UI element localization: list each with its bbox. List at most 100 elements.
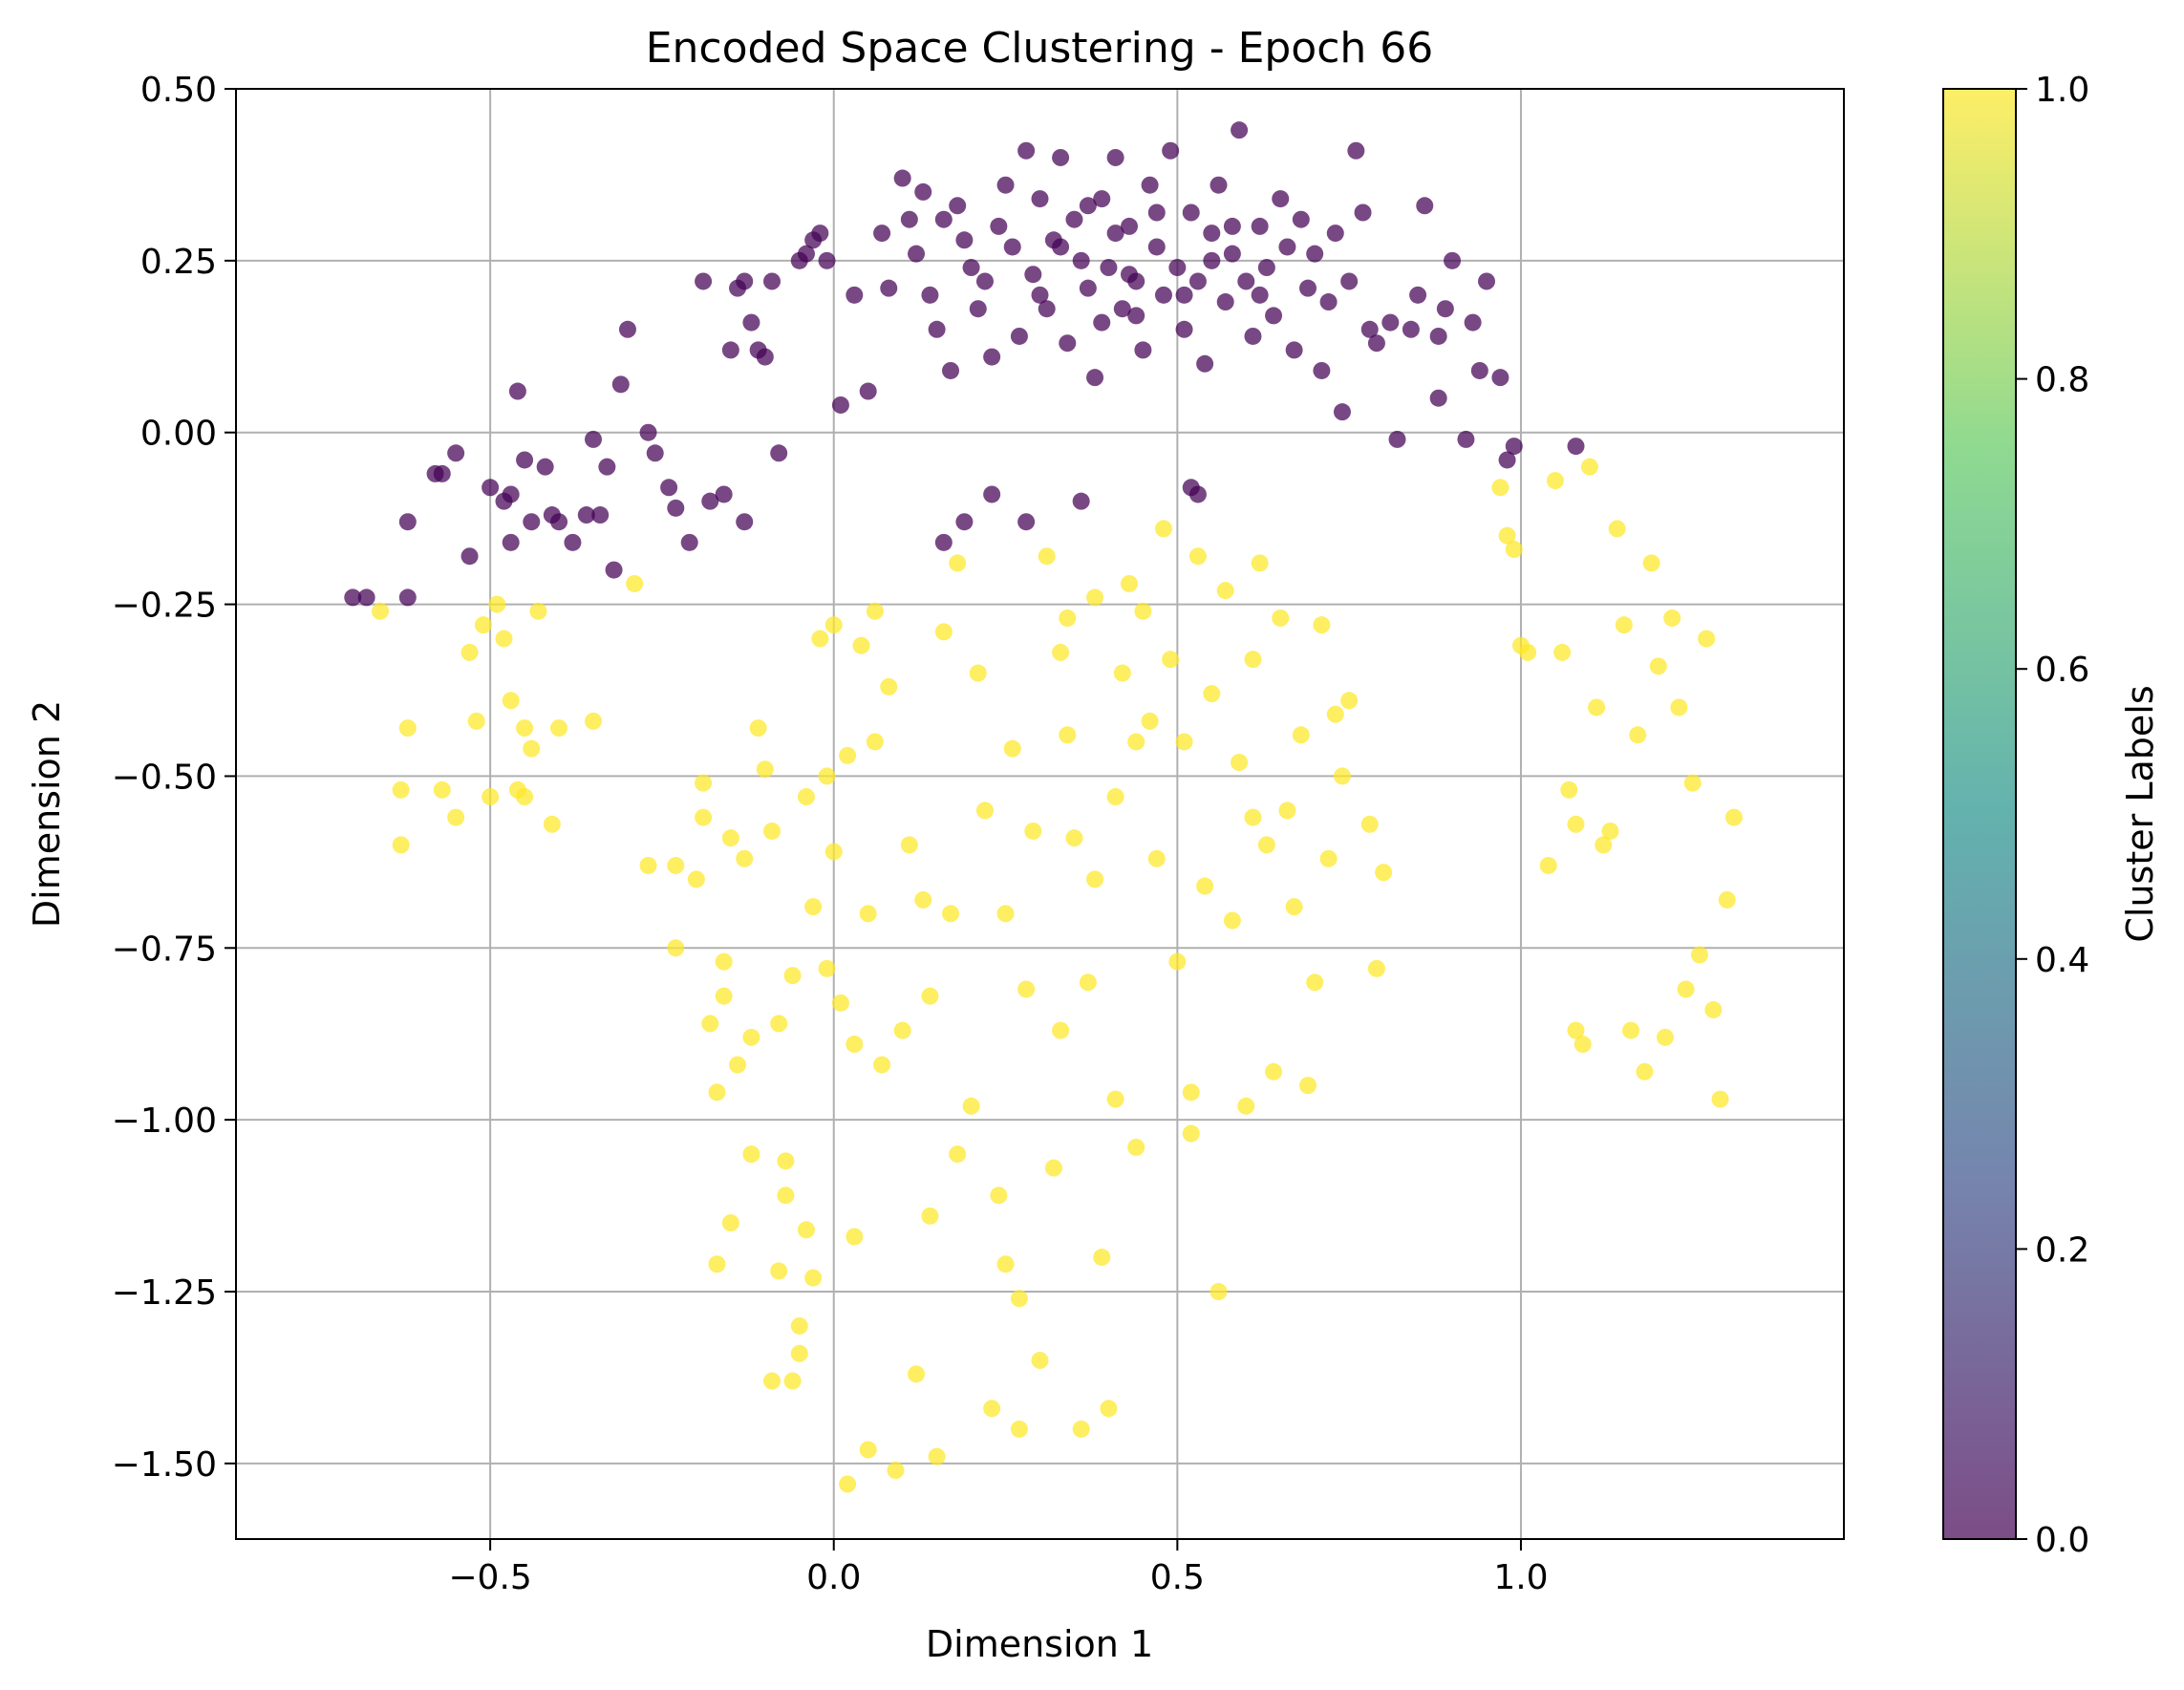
point-cluster-0: [508, 382, 526, 400]
point-cluster-1: [1595, 836, 1613, 854]
point-cluster-1: [1052, 643, 1070, 661]
point-cluster-0: [818, 251, 836, 269]
point-cluster-1: [1601, 822, 1619, 840]
point-cluster-1: [433, 781, 451, 799]
point-cluster-1: [763, 1372, 781, 1390]
point-cluster-1: [1251, 554, 1269, 572]
point-cluster-1: [708, 1255, 726, 1273]
point-cluster-0: [1052, 148, 1070, 166]
point-cluster-0: [1237, 272, 1255, 290]
point-cluster-0: [893, 169, 911, 187]
point-cluster-0: [1244, 327, 1262, 345]
point-cluster-0: [721, 341, 739, 359]
point-cluster-0: [942, 361, 959, 379]
point-cluster-0: [1491, 369, 1510, 387]
point-cluster-1: [1175, 733, 1193, 751]
point-cluster-1: [914, 890, 932, 909]
point-cluster-0: [1567, 438, 1585, 456]
point-cluster-1: [1278, 802, 1296, 820]
point-cluster-1: [488, 595, 506, 613]
point-cluster-1: [585, 712, 602, 730]
point-cluster-1: [908, 1365, 926, 1383]
point-cluster-1: [715, 987, 733, 1005]
point-cluster-1: [975, 802, 994, 820]
point-cluster-1: [1031, 1351, 1049, 1369]
point-cluster-0: [831, 396, 849, 414]
point-cluster-0: [1457, 430, 1475, 448]
point-cluster-0: [1059, 334, 1077, 353]
point-cluster-0: [639, 423, 657, 441]
point-cluster-1: [1223, 911, 1241, 930]
y-tick-label: 0.25: [140, 243, 217, 282]
point-cluster-1: [969, 664, 987, 682]
point-cluster-1: [1326, 705, 1344, 723]
point-cluster-1: [846, 1036, 864, 1054]
point-cluster-0: [1265, 307, 1283, 325]
point-cluster-0: [1360, 320, 1379, 338]
point-cluster-1: [866, 602, 884, 620]
point-cluster-1: [1608, 520, 1626, 538]
point-cluster-1: [550, 719, 568, 738]
point-cluster-0: [398, 513, 417, 531]
point-cluster-0: [1106, 225, 1124, 243]
point-cluster-0: [955, 513, 974, 531]
point-cluster-1: [1622, 1021, 1640, 1039]
point-cluster-1: [1704, 1001, 1723, 1019]
point-cluster-1: [447, 808, 465, 826]
point-cluster-0: [1251, 217, 1269, 235]
point-cluster-1: [1257, 836, 1275, 854]
point-cluster-1: [1588, 698, 1606, 717]
colorbar-label: Cluster Labels: [2119, 685, 2161, 942]
point-cluster-1: [887, 1462, 905, 1480]
point-cluster-1: [797, 1221, 815, 1239]
point-cluster-0: [1285, 341, 1303, 359]
point-cluster-0: [1162, 141, 1180, 160]
point-cluster-1: [687, 870, 705, 888]
point-cluster-1: [1182, 1083, 1200, 1102]
point-cluster-1: [831, 994, 849, 1012]
point-cluster-1: [1319, 849, 1338, 867]
point-cluster-0: [1196, 354, 1214, 373]
point-cluster-0: [564, 533, 582, 551]
point-cluster-0: [1505, 438, 1523, 456]
point-cluster-0: [1429, 327, 1447, 345]
x-tick-label: 0.5: [1150, 1558, 1205, 1597]
point-cluster-1: [797, 788, 815, 806]
point-cluster-1: [866, 733, 884, 751]
point-cluster-0: [934, 210, 953, 228]
point-cluster-1: [1663, 609, 1681, 627]
point-cluster-0: [618, 320, 636, 338]
point-cluster-0: [1333, 403, 1351, 421]
point-cluster-0: [646, 444, 664, 462]
point-cluster-1: [1127, 733, 1146, 751]
point-cluster-0: [1141, 176, 1159, 194]
point-cluster-1: [1367, 959, 1385, 977]
point-cluster-1: [942, 905, 959, 923]
point-cluster-1: [1560, 781, 1578, 799]
point-cluster-0: [736, 513, 754, 531]
point-cluster-1: [749, 719, 767, 738]
point-cluster-1: [516, 788, 534, 806]
point-cluster-0: [344, 588, 362, 607]
point-cluster-1: [1231, 754, 1249, 772]
point-cluster-1: [1636, 1062, 1654, 1080]
point-cluster-0: [1313, 361, 1331, 379]
point-cluster-1: [934, 623, 953, 641]
point-cluster-0: [1306, 245, 1324, 263]
point-cluster-1: [1182, 1124, 1200, 1143]
point-cluster-1: [1162, 651, 1180, 669]
point-cluster-0: [1470, 361, 1488, 379]
point-cluster-1: [1100, 1400, 1118, 1418]
point-cluster-0: [1052, 238, 1070, 256]
point-cluster-1: [852, 636, 870, 654]
point-cluster-0: [736, 272, 754, 290]
y-tick-label: −1.50: [112, 1445, 217, 1485]
point-cluster-1: [1059, 609, 1077, 627]
point-cluster-1: [1196, 877, 1214, 895]
point-cluster-1: [1306, 973, 1324, 992]
point-cluster-0: [1134, 341, 1152, 359]
point-cluster-1: [392, 836, 410, 854]
point-cluster-1: [1244, 808, 1262, 826]
point-cluster-1: [1127, 1138, 1146, 1156]
